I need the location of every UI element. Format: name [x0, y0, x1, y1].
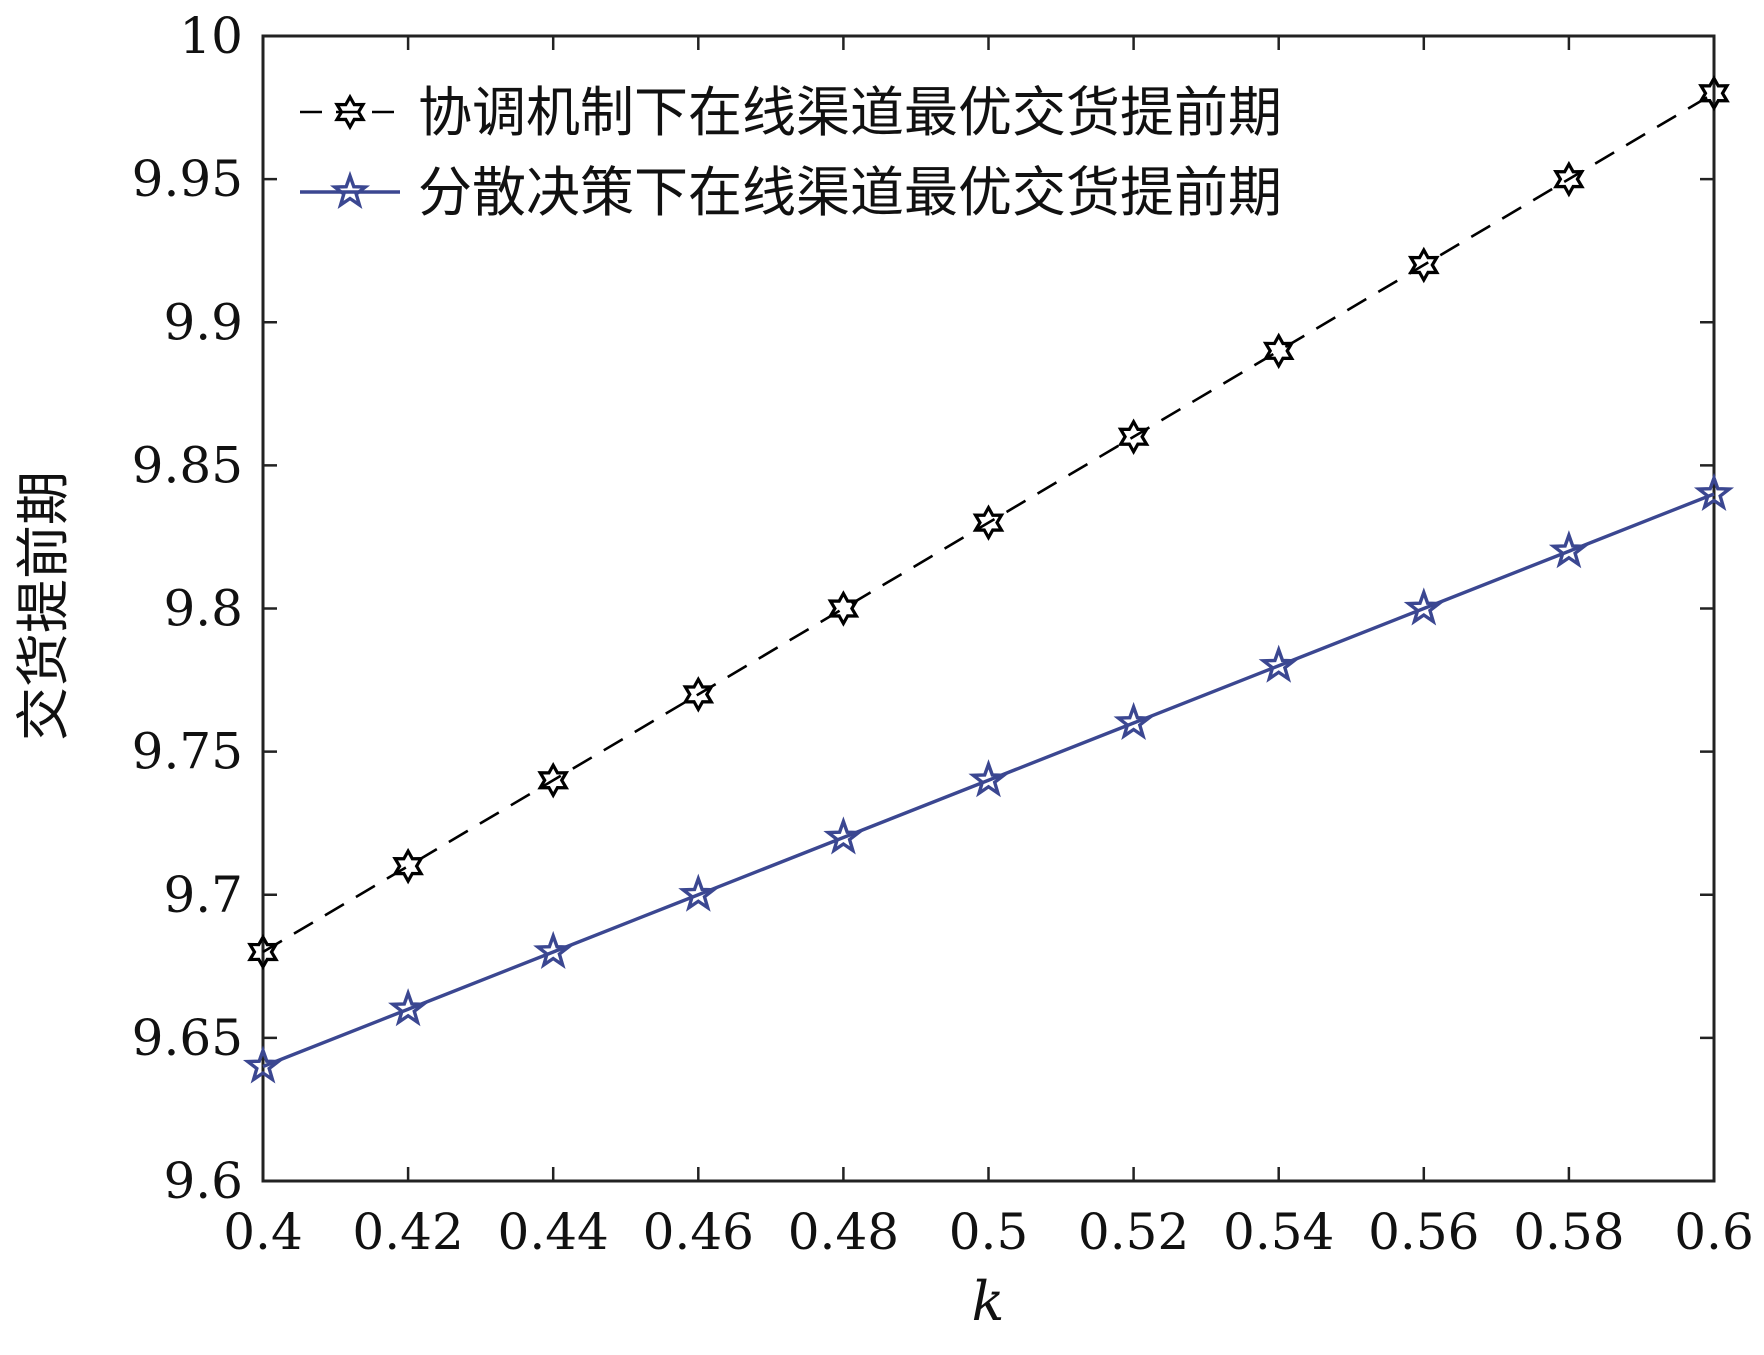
x-tick-label: 0.58 [1513, 1203, 1624, 1261]
series-1-point [1553, 160, 1585, 198]
series-1-point [247, 933, 279, 971]
series-2-line [262, 492, 1715, 1069]
series-2 [242, 472, 1735, 1084]
series-1-point [1407, 246, 1440, 284]
y-tick-label: 9.85 [132, 436, 243, 494]
y-tick-label: 9.75 [132, 723, 243, 781]
y-tick-label: 9.65 [132, 1009, 243, 1067]
y-tick-label: 9.95 [132, 150, 243, 208]
x-tick-label: 0.48 [788, 1203, 899, 1261]
x-axis-title: k [972, 1270, 1005, 1333]
x-tick-label: 0.52 [1078, 1203, 1189, 1261]
series-1-line [262, 92, 1715, 954]
x-tick-label: 0.54 [1223, 1203, 1334, 1261]
series-2-point [242, 1045, 284, 1084]
x-tick-label: 0.46 [643, 1203, 754, 1261]
x-tick-label: 0.5 [949, 1203, 1029, 1261]
y-tick-label: 9.7 [163, 866, 243, 924]
series-1 [247, 74, 1730, 971]
series-1-point [972, 504, 1005, 541]
series-1-point [1262, 332, 1295, 370]
series-2-point [678, 873, 719, 912]
series-2-point [823, 816, 864, 855]
series-1-point [682, 676, 715, 713]
legend-label-2: 分散决策下在线渠道最优交货提前期 [418, 161, 1282, 224]
series-1-point [1698, 74, 1730, 112]
series-2-point [388, 988, 429, 1027]
x-tick-label: 0.42 [352, 1203, 463, 1261]
series-2-point [1113, 701, 1154, 741]
series-2-point [1403, 587, 1444, 626]
y-tick-label: 9.6 [163, 1152, 243, 1210]
series-2-point [1693, 472, 1735, 512]
y-tick-label: 9.9 [163, 293, 243, 351]
legend-label-1: 协调机制下在线渠道最优交货提前期 [418, 81, 1282, 144]
series-1-point [392, 847, 424, 885]
legend-marker-2 [329, 170, 371, 210]
plot-area: 0.4 0.42 0.44 0.46 0.48 0.5 0.52 0.54 0.56 0.58 0.… [132, 7, 1754, 1261]
y-axis-title: 交货提前期 [12, 471, 75, 741]
x-tick-label: 0.44 [498, 1203, 609, 1261]
series-2-point [1548, 530, 1589, 569]
x-tick-label: 0.4 [223, 1203, 303, 1261]
series-2-point [533, 930, 574, 970]
series-2-point [968, 759, 1009, 798]
x-tick-label: 0.6 [1674, 1203, 1754, 1261]
series-1-point [827, 590, 860, 627]
series-1-point [1117, 418, 1150, 456]
y-tick-label: 10 [179, 7, 243, 65]
y-tick-label: 9.8 [163, 580, 243, 638]
legend-marker-1 [334, 93, 366, 131]
x-tick-label: 0.56 [1368, 1203, 1479, 1261]
series-2-point [1258, 644, 1299, 683]
series-1-point [537, 761, 570, 799]
